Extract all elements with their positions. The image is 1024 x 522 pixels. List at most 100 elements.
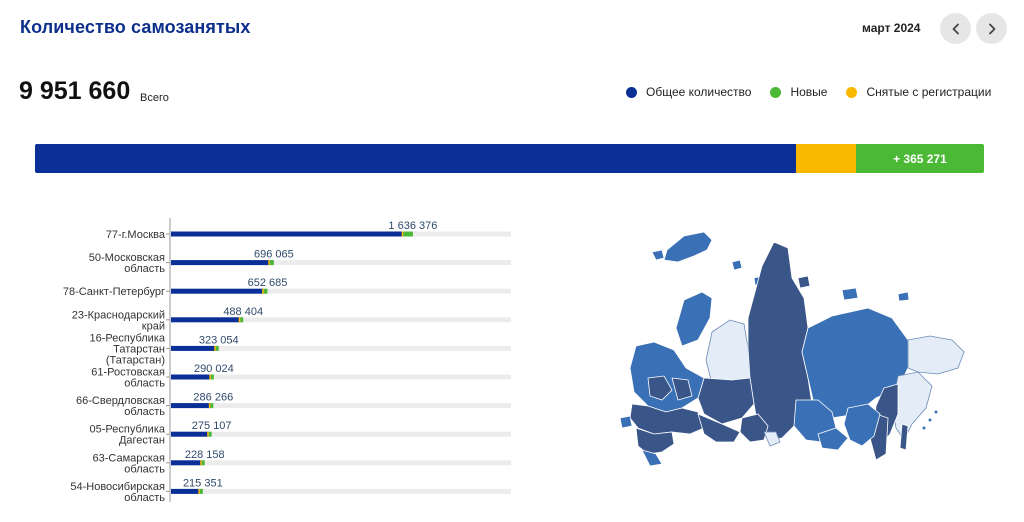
bar-new	[210, 403, 214, 409]
category-label: край	[142, 320, 165, 332]
bar-track	[171, 374, 511, 380]
map-region	[731, 259, 743, 271]
category-label: 61-Ростовская	[91, 367, 165, 379]
bar-value-label: 290 024	[194, 363, 234, 375]
prev-period-button[interactable]	[940, 13, 971, 44]
bar-total	[171, 288, 264, 294]
chevron-left-icon	[952, 23, 959, 34]
legend-item-total: Общее количество	[626, 85, 751, 99]
map-region	[928, 418, 932, 422]
bar-total	[171, 317, 241, 323]
category-label: Татарстан	[113, 343, 165, 355]
bar-track	[171, 431, 511, 437]
overview-segment-total	[35, 144, 797, 173]
category-label: область	[124, 406, 165, 418]
overview-segment-removed	[796, 144, 856, 173]
bar-total	[171, 374, 211, 380]
map-region	[907, 335, 965, 375]
bar-value-label: 696 065	[254, 249, 294, 261]
bar-track	[171, 317, 511, 323]
bar-track	[171, 488, 511, 494]
category-label: 05-Республика	[90, 424, 166, 436]
bar-total	[171, 488, 200, 494]
category-label: область	[124, 463, 165, 475]
map-region	[897, 291, 910, 302]
bar-track	[171, 288, 511, 294]
russia-map	[619, 231, 965, 467]
category-label: область	[124, 263, 165, 275]
category-label: (Татарстан)	[106, 354, 165, 366]
category-label: Дагестан	[119, 435, 165, 447]
bar-track	[171, 403, 511, 409]
map-region	[797, 275, 811, 289]
map-region	[629, 341, 705, 413]
bar-value-label: 323 054	[199, 334, 239, 346]
category-label: 50-Московская	[89, 252, 165, 264]
legend-item-new: Новые	[770, 85, 827, 99]
legend-label-total: Общее количество	[646, 85, 752, 99]
map-region	[934, 410, 938, 414]
map-region	[899, 423, 909, 451]
map-region	[697, 413, 741, 443]
bar-removed	[207, 431, 209, 437]
bar-new	[269, 260, 274, 266]
map-region	[843, 403, 881, 447]
legend-dot-total	[626, 86, 637, 98]
category-label: 54-Новосибирская	[70, 481, 165, 493]
legend: Общее количество Новые Снятые с регистра…	[626, 85, 991, 99]
bar-removed	[209, 374, 211, 380]
bar-new	[208, 431, 212, 437]
legend-label-new: Новые	[790, 85, 828, 99]
chevron-right-icon	[988, 23, 995, 34]
map-region	[763, 431, 781, 447]
map-region	[641, 449, 663, 467]
bar-removed	[208, 403, 211, 409]
category-label: 23-Краснодарский	[72, 309, 165, 321]
bar-value-label: 275 107	[192, 420, 232, 432]
category-label: 66-Свердловская	[76, 395, 165, 407]
bar-new	[240, 317, 244, 323]
bar-removed	[238, 317, 241, 323]
legend-dot-new	[770, 86, 782, 98]
bar-value-label: 215 351	[183, 477, 223, 489]
bar-removed	[214, 345, 216, 351]
category-label: 63-Самарская	[92, 452, 165, 464]
bar-total	[171, 345, 216, 351]
map-regions	[619, 231, 965, 467]
bar-value-label: 1 636 376	[388, 220, 437, 232]
bar-total	[171, 403, 211, 409]
bar-removed	[198, 488, 200, 494]
bar-new	[210, 374, 214, 380]
map-region	[619, 415, 633, 429]
bar-new	[201, 460, 205, 466]
legend-dot-removed	[846, 86, 858, 98]
map-region	[629, 403, 705, 435]
bar-track	[171, 260, 511, 266]
bar-new	[199, 488, 203, 494]
region-bar-chart: 1 636 376 77-г.Москва 696 065 50-Московская…	[63, 218, 511, 504]
bar-new	[403, 231, 413, 237]
bar-total	[171, 260, 270, 266]
total-label: Всего	[140, 92, 169, 104]
bar-removed	[268, 260, 270, 266]
total-count: 9 951 660	[19, 77, 131, 105]
overview-bar: + 365 271	[35, 144, 984, 173]
bar-removed	[401, 231, 404, 237]
bar-total	[171, 460, 202, 466]
legend-label-removed: Снятые с регистрации	[866, 85, 992, 99]
bar-new	[215, 345, 219, 351]
page-title: Количество самозанятых	[20, 17, 251, 37]
bar-value-label: 286 266	[193, 392, 233, 404]
bar-removed	[200, 460, 202, 466]
bar-new	[263, 288, 268, 294]
next-period-button[interactable]	[976, 13, 1007, 44]
category-label: 77-г.Москва	[106, 229, 166, 241]
category-label: 78-Санкт-Петербург	[63, 286, 165, 298]
bar-value-label: 228 158	[185, 449, 225, 461]
bar-value-label: 488 404	[223, 306, 263, 318]
bar-track	[171, 345, 511, 351]
bar-removed	[262, 288, 264, 294]
map-region	[817, 427, 849, 451]
map-region	[663, 231, 713, 263]
bar-track	[171, 460, 511, 466]
